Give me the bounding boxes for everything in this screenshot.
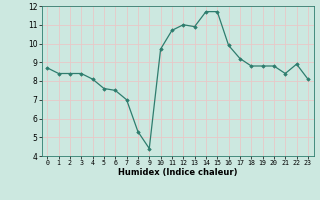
X-axis label: Humidex (Indice chaleur): Humidex (Indice chaleur) (118, 168, 237, 177)
